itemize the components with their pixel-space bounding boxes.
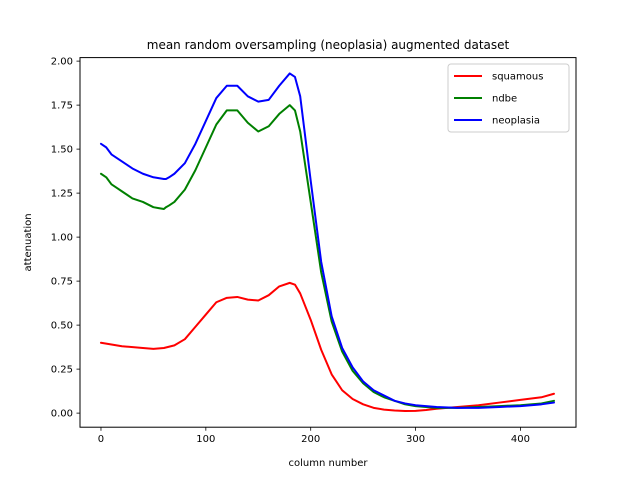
y-axis: 0.00 0.25 0.50 0.75 1.00 1.25 1.50 1.75 2.00 [51,57,80,420]
series-line-squamous [99,281,555,413]
y-axis-label: attenuation [23,213,34,271]
y-tick-label: 1.75 [51,101,73,112]
x-tick-label: 0 [98,434,104,445]
legend-frame [447,63,570,133]
plot-lines [99,72,555,413]
legend-label-ndbe: ndbe [492,94,517,105]
y-tick-label: 2.00 [51,57,73,68]
chart-title: mean random oversampling (neoplasia) aug… [147,38,510,52]
x-tick-label: 300 [406,434,425,445]
legend-label-squamous: squamous [492,72,543,83]
legend-label-neoplasia: neoplasia [492,116,540,127]
legend: squamous ndbe neoplasia [447,63,570,133]
y-tick-label: 0.50 [51,321,73,332]
plot-area-frame [79,57,577,428]
x-tick-label: 100 [196,434,215,445]
x-tick-label: 400 [511,434,530,445]
y-tick-label: 0.25 [51,365,73,376]
x-tick-label: 200 [301,434,320,445]
y-tick-label: 0.75 [51,277,73,288]
x-axis-label: column number [288,458,368,469]
y-tick-label: 1.50 [51,145,73,156]
y-tick-label: 1.25 [51,189,73,200]
series-line-neoplasia [99,72,555,409]
y-tick-label: 1.00 [51,233,73,244]
y-tick-label: 0.00 [51,409,73,420]
x-axis: 0 100 200 300 400 [98,427,530,445]
